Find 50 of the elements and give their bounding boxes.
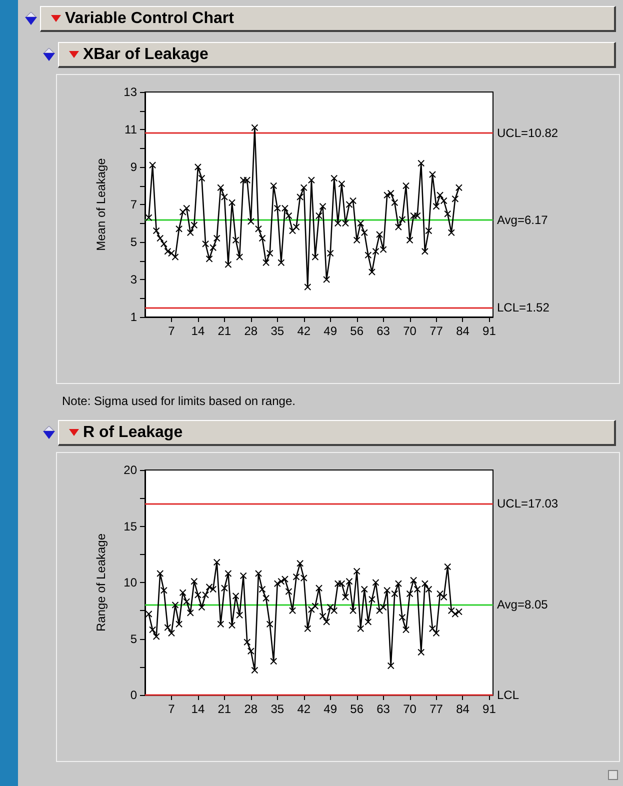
x-tick-label: 42 <box>297 324 311 338</box>
x-tick-label: 21 <box>218 324 232 338</box>
x-tick-label: 70 <box>403 702 417 716</box>
text: Note: Sigma used for limits based on range. <box>62 394 296 408</box>
y-tick-label: 13 <box>124 85 138 99</box>
x-tick-label: 28 <box>244 324 258 338</box>
y-tick-label: 20 <box>124 463 138 477</box>
y-tick-label: 5 <box>130 235 138 249</box>
x-tick-label: 35 <box>270 702 284 716</box>
x-tick-label: 91 <box>482 324 496 338</box>
x-tick-label: 84 <box>456 702 470 716</box>
x-tick-label: 7 <box>168 324 176 338</box>
x-tick-label: 49 <box>324 324 338 338</box>
x-tick-label: 77 <box>430 702 444 716</box>
ref-line-label: Avg=6.17 <box>497 213 548 228</box>
x-tick-label: 77 <box>430 324 444 338</box>
x-tick-label: 49 <box>324 702 338 716</box>
x-tick-label: 84 <box>456 324 470 338</box>
chart-title: R of Leakage <box>83 424 183 442</box>
x-tick-label: 28 <box>244 702 258 716</box>
chart-subtitle: XBar of Leakage <box>83 46 208 64</box>
y-axis-title: Mean of Leakage <box>94 158 108 251</box>
x-tick-label: 7 <box>168 702 176 716</box>
x-tick-label: 70 <box>403 324 417 338</box>
y-tick-label: 15 <box>124 519 138 534</box>
chart-title: Variable Control Chart <box>65 10 234 28</box>
y-tick-label: 3 <box>130 272 138 286</box>
y-tick-label: 5 <box>130 632 138 646</box>
ref-line-label: UCL=17.03 <box>497 496 558 510</box>
y-tick-label: 7 <box>130 198 138 212</box>
x-tick-label: 14 <box>191 702 205 716</box>
ref-line-label: Avg=8.05 <box>497 597 548 612</box>
ref-line-label: UCL=10.82 <box>497 126 558 140</box>
x-tick-label: 35 <box>270 324 284 338</box>
y-tick-label: 9 <box>130 160 138 174</box>
x-tick-label: 56 <box>350 324 364 338</box>
ref-line-label: LCL=1.52 <box>497 300 550 314</box>
y-tick-label: 11 <box>124 122 138 136</box>
y-tick-label: 0 <box>130 688 138 702</box>
x-tick-label: 21 <box>218 702 232 716</box>
y-tick-label: 1 <box>130 310 138 324</box>
ref-line-label: LCL <box>497 688 520 702</box>
y-axis-title: Range of Leakage <box>94 533 108 632</box>
x-tick-label: 63 <box>376 324 390 338</box>
x-tick-label: 14 <box>191 324 205 338</box>
y-tick-label: 10 <box>124 576 138 590</box>
x-tick-label: 63 <box>376 702 390 716</box>
x-tick-label: 42 <box>297 702 311 716</box>
x-tick-label: 56 <box>350 702 364 716</box>
x-tick-label: 91 <box>482 702 496 716</box>
